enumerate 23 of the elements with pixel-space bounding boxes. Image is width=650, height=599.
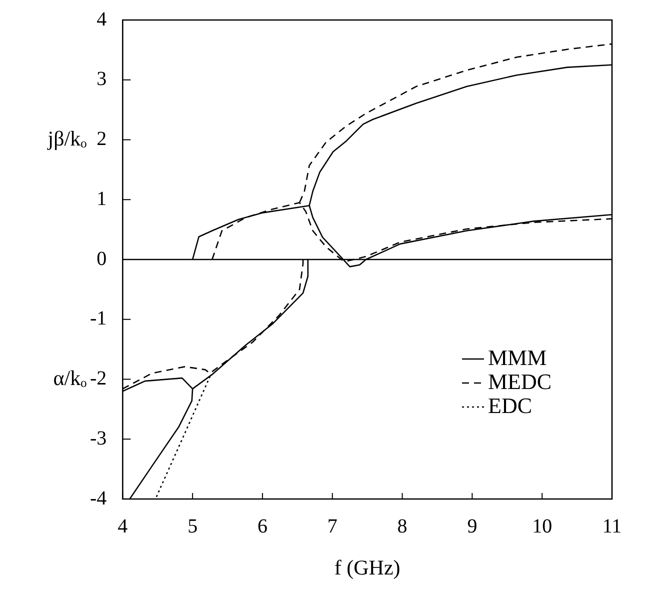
y-tick-label: 2 bbox=[96, 128, 107, 150]
y-tick-label: 4 bbox=[96, 8, 107, 30]
legend-label: MMM bbox=[488, 344, 547, 370]
legend-label: EDC bbox=[488, 392, 532, 418]
y-tick-label: -4 bbox=[90, 487, 107, 510]
x-tick-label: 7 bbox=[327, 515, 338, 538]
y-axis-title: jβ/kₒ bbox=[46, 126, 87, 150]
y-tick-label: -2 bbox=[90, 368, 107, 390]
x-tick-label: 9 bbox=[467, 515, 478, 538]
y-tick-label: -3 bbox=[90, 427, 107, 450]
y-tick-label: 0 bbox=[96, 248, 107, 270]
y-tick-label: 1 bbox=[96, 188, 107, 210]
x-tick-label: 5 bbox=[188, 515, 198, 538]
x-tick-label: 8 bbox=[397, 515, 408, 538]
x-axis-title: f (GHz) bbox=[334, 556, 400, 580]
x-tick-label: 11 bbox=[602, 515, 622, 538]
x-tick-label: 4 bbox=[118, 515, 128, 538]
y-tick-label: -1 bbox=[90, 308, 107, 330]
x-tick-label: 6 bbox=[257, 515, 268, 538]
y-tick-label: 3 bbox=[96, 68, 107, 90]
text: α/kₒ bbox=[53, 366, 87, 390]
legend-label: MEDC bbox=[488, 368, 552, 394]
x-tick-label: 10 bbox=[532, 515, 552, 538]
